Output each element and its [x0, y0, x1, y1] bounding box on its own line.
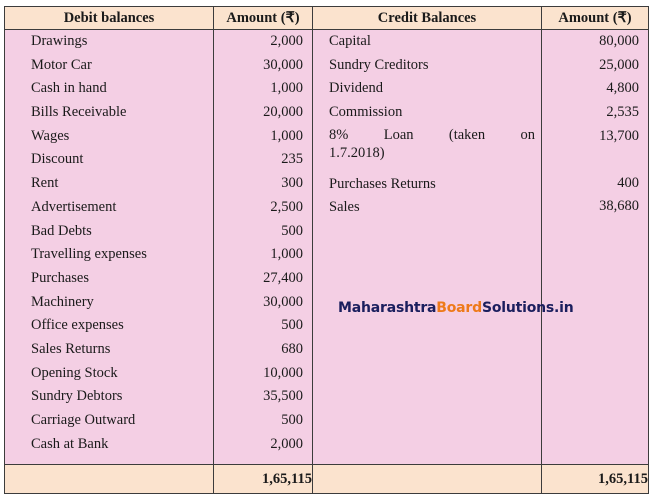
debit-amount: 10,000 [263, 364, 303, 381]
debit-name: Motor Car [31, 56, 92, 73]
debit-name: Discount [31, 151, 84, 168]
debit-total: 1,65,115 [213, 464, 313, 494]
debit-name: Bad Debts [31, 222, 92, 239]
debit-amount: 1,000 [270, 80, 303, 97]
credit-amount: 38,680 [599, 198, 639, 215]
trial-balance-table: Debit balances Amount (₹) Credit Balance… [4, 6, 649, 494]
credit-amounts-list: 80,000 25,000 4,800 2,535 13,700 400 38,… [542, 30, 648, 219]
debit-name: Opening Stock [31, 364, 118, 381]
debit-amount: 35,500 [263, 388, 303, 405]
body-row: Drawings Motor Car Cash in hand Bills Re… [4, 29, 649, 465]
loan-line-1: 8% Loan (taken on [329, 126, 541, 144]
debit-amount: 500 [281, 222, 303, 239]
debit-name: Carriage Outward [31, 412, 136, 428]
debit-amount: 680 [281, 340, 303, 357]
debit-amount: 500 [281, 412, 303, 428]
debit-name: Cash at Bank [31, 435, 109, 452]
credit-amount: 4,800 [606, 80, 639, 97]
debit-amount: 1,000 [270, 127, 303, 144]
credit-amount-header: Amount (₹) [541, 6, 649, 30]
credit-amount: 80,000 [599, 33, 639, 49]
debit-amount: 1,000 [270, 246, 303, 263]
debit-amount: 27,400 [263, 269, 303, 286]
debit-name: Sales Returns [31, 340, 111, 357]
credit-name: Purchases Returns [329, 175, 436, 192]
total-row: 1,65,115 1,65,115 [4, 464, 649, 494]
debit-header: Debit balances [4, 6, 214, 30]
watermark-part: Maharashtra [338, 300, 437, 316]
debit-total-label-cell [4, 464, 214, 494]
debit-name: Wages [31, 127, 70, 144]
debit-name: Rent [31, 175, 59, 192]
debit-name: Advertisement [31, 198, 117, 215]
debit-names-list: Drawings Motor Car Cash in hand Bills Re… [5, 30, 213, 456]
loan-word: (taken [448, 126, 486, 143]
debit-name: Purchases [31, 269, 89, 286]
debit-name: Sundry Debtors [31, 388, 123, 405]
debit-amount: 500 [281, 317, 303, 334]
debit-amount: 235 [281, 151, 303, 168]
credit-name: Commission [329, 104, 403, 121]
loan-word: on [520, 126, 536, 143]
credit-name-loan: 8% Loan (taken on 1.7.2018) [313, 125, 541, 173]
credit-header: Credit Balances [312, 6, 542, 30]
header-row: Debit balances Amount (₹) Credit Balance… [4, 6, 649, 30]
debit-amount: 20,000 [263, 104, 303, 121]
watermark: MaharashtraBoardSolutions.in [338, 300, 574, 316]
debit-amount: 2,000 [270, 33, 303, 49]
credit-amount: 25,000 [599, 56, 639, 73]
credit-name: Dividend [329, 80, 383, 97]
debit-amount-header: Amount (₹) [213, 6, 313, 30]
debit-name: Travelling expenses [31, 246, 147, 263]
debit-name: Machinery [31, 293, 94, 310]
debit-amount: 2,500 [270, 198, 303, 215]
watermark-part: Board [436, 300, 482, 316]
debit-name: Office expenses [31, 317, 124, 334]
debit-amount: 300 [281, 175, 303, 192]
credit-amount: 400 [617, 174, 639, 191]
credit-amounts-cell: 80,000 25,000 4,800 2,535 13,700 400 38,… [541, 29, 649, 465]
debit-amount: 30,000 [263, 293, 303, 310]
debit-names-cell: Drawings Motor Car Cash in hand Bills Re… [4, 29, 214, 465]
trial-balance-sheet: Debit balances Amount (₹) Credit Balance… [4, 6, 649, 494]
credit-names-cell: Capital Sundry Creditors Dividend Commis… [312, 29, 542, 465]
debit-amounts-cell: 2,000 30,000 1,000 20,000 1,000 235 300 … [213, 29, 313, 465]
debit-name: Cash in hand [31, 80, 107, 97]
credit-total-label-cell [312, 464, 542, 494]
debit-name: Drawings [31, 33, 88, 49]
debit-amount: 30,000 [263, 56, 303, 73]
debit-name: Bills Receivable [31, 104, 127, 121]
credit-names-list: Capital Sundry Creditors Dividend Commis… [313, 30, 541, 220]
loan-word: Loan [383, 126, 414, 143]
credit-total: 1,65,115 [541, 464, 649, 494]
loan-word: 8% [329, 126, 349, 143]
watermark-part: Solutions.in [481, 300, 574, 316]
credit-name: Sales [329, 199, 360, 216]
credit-amount: 13,700 [599, 127, 639, 144]
debit-amounts-list: 2,000 30,000 1,000 20,000 1,000 235 300 … [214, 30, 312, 456]
debit-amount: 2,000 [270, 435, 303, 452]
loan-line-2: 1.7.2018) [329, 144, 385, 161]
credit-name: Sundry Creditors [329, 56, 429, 73]
credit-name: Capital [329, 33, 371, 49]
credit-amount: 2,535 [606, 104, 639, 121]
